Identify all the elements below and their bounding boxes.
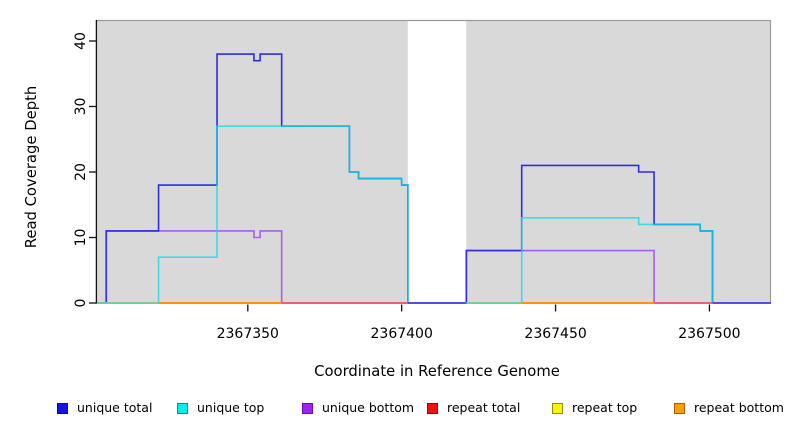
y-tick-label-4: 40 xyxy=(73,32,89,50)
y-axis-title: Read Coverage Depth xyxy=(23,86,40,249)
masked-gap-region xyxy=(407,20,467,304)
x-tick-label-2: 2367450 xyxy=(524,326,586,342)
y-tick-label-1: 10 xyxy=(73,229,89,247)
y-tick-label-2: 20 xyxy=(73,163,89,181)
text-layer: Read Coverage Depth Coordinate in Refere… xyxy=(23,32,740,380)
y-tick-label-3: 30 xyxy=(73,98,89,116)
x-tick-label-1: 2367400 xyxy=(371,326,433,342)
x-tick-label-3: 2367500 xyxy=(678,326,740,342)
plot-graphics xyxy=(89,19,772,312)
x-axis-title: Coordinate in Reference Genome xyxy=(314,363,560,380)
y-tick-label-0: 0 xyxy=(73,299,89,308)
series-line-unique-top xyxy=(97,125,771,304)
x-tick-label-0: 2367350 xyxy=(217,326,279,342)
